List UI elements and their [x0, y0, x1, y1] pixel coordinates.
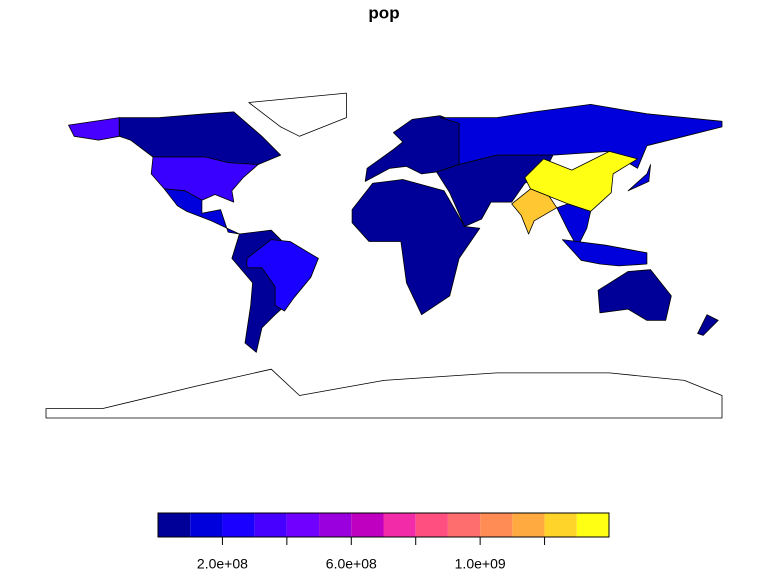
africa [351, 179, 481, 316]
legend-bin [286, 513, 320, 537]
legend-tick-label: 2.0e+08 [197, 556, 248, 572]
southeast-asia [556, 203, 591, 248]
legend-bin [222, 513, 255, 537]
australia [597, 269, 672, 321]
brazil [246, 239, 319, 312]
legend-bin [254, 513, 287, 537]
legend-bin [480, 513, 513, 537]
legend-tick-label: 6.0e+08 [326, 556, 377, 572]
legend-bin [319, 513, 352, 537]
legend-bin [512, 513, 545, 537]
legend-bin [158, 513, 191, 537]
legend-bin [576, 513, 609, 537]
antarctica [45, 368, 723, 419]
legend-bin [415, 513, 448, 537]
legend-bin [383, 513, 416, 537]
europe [364, 115, 460, 182]
legend-bin [190, 513, 223, 537]
india [511, 188, 558, 235]
new-zealand [697, 314, 719, 336]
west-asia [436, 154, 554, 227]
world-map [45, 92, 723, 419]
central-america [163, 188, 240, 235]
greenland [248, 92, 347, 137]
legend-bin [447, 513, 481, 537]
legend-tick-label: 1.0e+09 [455, 556, 506, 572]
indonesia [562, 239, 648, 267]
legend-bin [351, 513, 384, 537]
alaska [68, 117, 120, 141]
map-title: pop [368, 3, 399, 22]
legend-bin [544, 513, 577, 537]
legend-frame [157, 512, 610, 538]
japan [627, 164, 651, 192]
usa [150, 156, 259, 203]
legend: 2.0e+08 6.0e+08 1.0e+09 [157, 512, 610, 572]
